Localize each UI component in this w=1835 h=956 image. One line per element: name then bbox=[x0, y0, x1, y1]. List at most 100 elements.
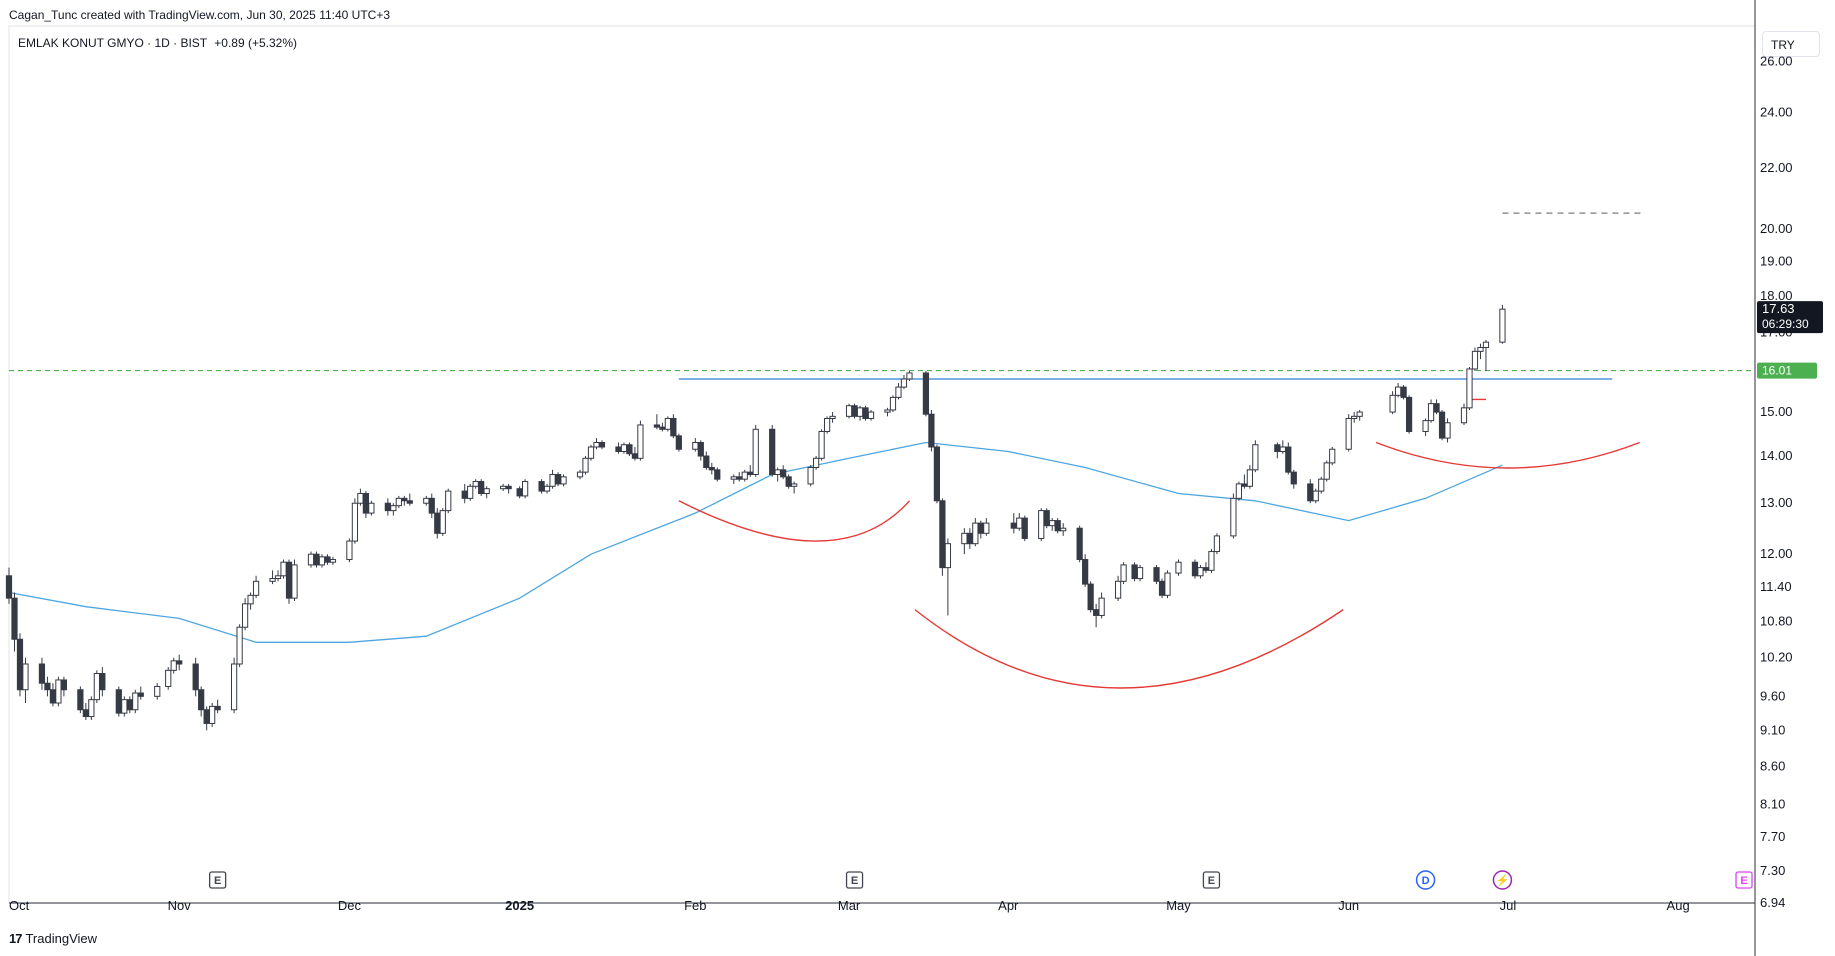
candle-body bbox=[576, 471, 584, 478]
candle-body bbox=[884, 409, 891, 413]
y-tick-label: 19.00 bbox=[1760, 254, 1793, 269]
candle-body bbox=[522, 481, 529, 497]
event-label: E bbox=[214, 875, 221, 887]
candle-body bbox=[313, 553, 320, 566]
candle-body bbox=[780, 469, 787, 478]
candle-body bbox=[1191, 561, 1199, 577]
candle-body bbox=[38, 663, 46, 684]
candle-body bbox=[1202, 567, 1210, 571]
candle-body bbox=[1356, 411, 1363, 417]
candle-body bbox=[1235, 483, 1242, 499]
candle-body bbox=[1345, 417, 1352, 450]
candle-body bbox=[554, 473, 562, 485]
candle-body bbox=[357, 492, 364, 504]
candle-body bbox=[88, 699, 95, 718]
candle-body bbox=[77, 689, 84, 711]
x-tick-label: Nov bbox=[168, 898, 192, 913]
candle-body bbox=[505, 485, 512, 490]
candle-body bbox=[933, 446, 941, 502]
candle-body bbox=[307, 553, 315, 566]
candle-body bbox=[582, 457, 589, 473]
candle-body bbox=[423, 497, 430, 504]
level-price-tag bbox=[1757, 362, 1817, 379]
tradingview-logo[interactable]: 17 TradingView bbox=[9, 931, 97, 946]
candle-body bbox=[972, 522, 979, 545]
candle-body bbox=[1043, 510, 1050, 527]
candle-body bbox=[461, 490, 468, 499]
y-tick-label: 18.00 bbox=[1760, 288, 1793, 303]
candle-body bbox=[324, 556, 331, 563]
candle-body bbox=[467, 485, 474, 499]
candle-body bbox=[351, 502, 359, 542]
currency-selector[interactable]: TRY bbox=[1762, 31, 1820, 57]
candle-body bbox=[209, 705, 216, 724]
candle-body bbox=[741, 471, 748, 480]
y-tick-label: 9.10 bbox=[1760, 722, 1785, 737]
candle-body bbox=[818, 430, 825, 459]
pattern-curve bbox=[914, 609, 1344, 689]
candle-body bbox=[1087, 583, 1094, 611]
candle-body bbox=[1395, 386, 1402, 396]
candle-body bbox=[1136, 567, 1144, 580]
candle-body bbox=[736, 476, 743, 480]
candle-body bbox=[22, 663, 29, 691]
candle-body bbox=[93, 673, 100, 701]
y-tick-label: 8.60 bbox=[1760, 758, 1785, 773]
candle-body bbox=[1329, 448, 1336, 464]
candle-body bbox=[121, 699, 128, 714]
pattern-curve bbox=[1375, 441, 1640, 469]
candle-body bbox=[659, 426, 666, 430]
candle-body bbox=[845, 405, 853, 417]
candle-body bbox=[1279, 446, 1286, 452]
candle-body bbox=[1120, 564, 1127, 582]
candle-body bbox=[1153, 567, 1160, 582]
candle-body bbox=[1164, 572, 1171, 596]
candle-body bbox=[1082, 559, 1089, 585]
candle-body bbox=[1213, 535, 1221, 553]
y-tick-label: 24.00 bbox=[1760, 105, 1793, 120]
candle-body bbox=[165, 669, 172, 687]
event-label: E bbox=[1208, 875, 1215, 887]
candle-body bbox=[708, 466, 715, 471]
candle-body bbox=[137, 692, 144, 697]
candle-body bbox=[939, 500, 946, 569]
candle-body bbox=[928, 413, 935, 448]
candle-body bbox=[560, 476, 567, 485]
candle-body bbox=[752, 428, 759, 475]
candle-body bbox=[549, 473, 556, 487]
candle-body bbox=[176, 660, 183, 665]
candle-body bbox=[664, 417, 671, 430]
candle-body bbox=[1175, 561, 1182, 574]
y-tick-label: 7.70 bbox=[1760, 829, 1785, 844]
x-tick-label: Feb bbox=[684, 898, 706, 913]
x-tick-label: Oct bbox=[9, 898, 30, 913]
candle-body bbox=[401, 497, 408, 502]
candle-body bbox=[1405, 396, 1413, 432]
candle-body bbox=[1444, 422, 1451, 439]
candle-body bbox=[154, 685, 161, 697]
candle-body bbox=[703, 455, 710, 468]
candle-body bbox=[346, 540, 353, 561]
candle-body bbox=[906, 372, 913, 380]
candle-body bbox=[1460, 407, 1468, 424]
y-tick-label: 9.60 bbox=[1760, 688, 1785, 703]
candle-body bbox=[1318, 478, 1325, 492]
candle-body bbox=[851, 405, 858, 417]
candle-body bbox=[1016, 517, 1023, 529]
event-label: ⚡ bbox=[1496, 874, 1510, 887]
y-tick-label: 22.00 bbox=[1760, 160, 1793, 175]
candle-body bbox=[670, 417, 677, 437]
candle-body bbox=[132, 692, 139, 711]
candle-body bbox=[1482, 341, 1490, 349]
candle-body bbox=[620, 444, 628, 452]
candle-body bbox=[82, 709, 89, 718]
y-tick-label: 8.10 bbox=[1760, 797, 1785, 812]
candle-body bbox=[1274, 444, 1281, 452]
candle-body bbox=[1477, 347, 1484, 352]
y-tick-label: 10.80 bbox=[1760, 613, 1793, 628]
candle-body bbox=[889, 396, 897, 411]
candle-body bbox=[483, 488, 490, 494]
y-tick-label: 6.94 bbox=[1760, 895, 1785, 910]
candle-body bbox=[774, 469, 781, 475]
